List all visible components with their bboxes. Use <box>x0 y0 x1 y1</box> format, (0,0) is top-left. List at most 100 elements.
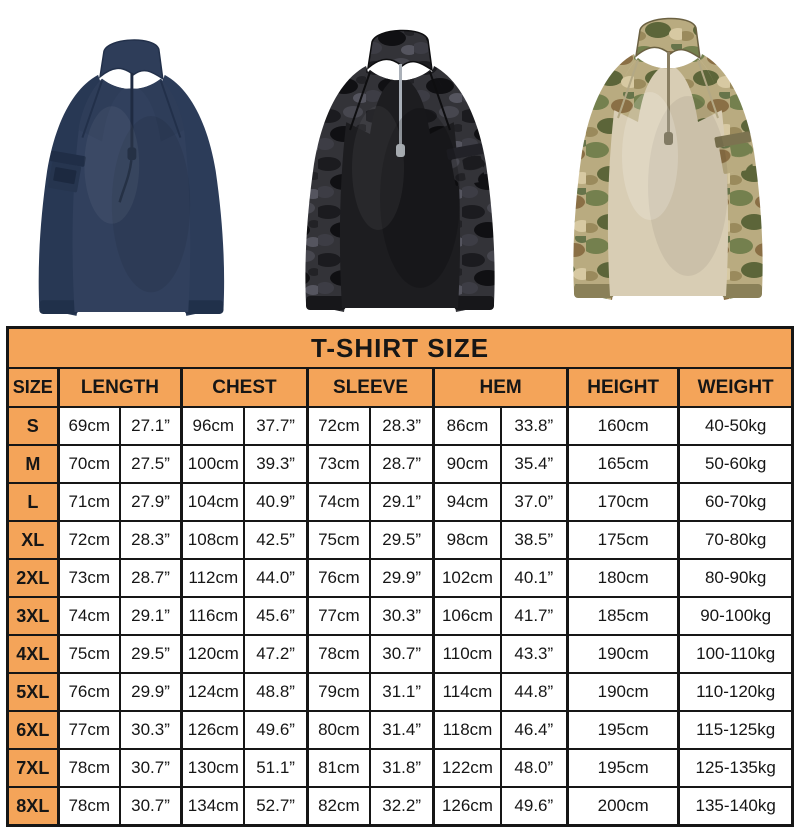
table-cell: 175cm <box>565 520 680 560</box>
table-cell: 30.7” <box>369 634 435 674</box>
col-header-chest: CHEST <box>180 367 309 408</box>
table-cell: 31.4” <box>369 710 435 750</box>
table-cell: 90-100kg <box>677 596 794 636</box>
table-cell: 40.9” <box>243 482 309 522</box>
table-cell: 29.9” <box>118 672 183 712</box>
table-cell: 37.0” <box>499 482 569 522</box>
table-cell: 114cm <box>432 672 502 712</box>
table-cell: 49.6” <box>243 710 309 750</box>
table-cell: 43.3” <box>499 634 569 674</box>
table-cell: 81cm <box>305 748 371 788</box>
col-header-size: SIZE <box>6 367 60 408</box>
table-cell: 160cm <box>565 406 680 446</box>
table-cell: 41.7” <box>499 596 569 636</box>
table-cell: 96cm <box>180 406 246 446</box>
table-cell: 100-110kg <box>677 634 794 674</box>
table-cell: 135-140kg <box>677 786 794 827</box>
navy-combat-shirt-image <box>38 39 225 316</box>
table-cell: 104cm <box>180 482 246 522</box>
table-cell: 44.8” <box>499 672 569 712</box>
table-row: M 70cm 27.5” 100cm 39.3” 73cm 28.7” 90cm 35.4” 16… <box>6 444 794 484</box>
col-header-weight: WEIGHT <box>677 367 794 408</box>
table-cell: 48.0” <box>499 748 569 788</box>
table-cell: 118cm <box>432 710 502 750</box>
table-cell: 190cm <box>565 672 680 712</box>
table-cell: 28.3” <box>118 520 183 560</box>
table-cell: 75cm <box>305 520 371 560</box>
table-row: 3XL 74cm 29.1” 116cm 45.6” 77cm 30.3” 106cm 41.7… <box>6 596 794 636</box>
table-cell: 78cm <box>305 634 371 674</box>
table-cell: 126cm <box>180 710 246 750</box>
table-row: XL 72cm 28.3” 108cm 42.5” 75cm 29.5” 98cm 38.5” 1… <box>6 520 794 560</box>
table-cell: 75cm <box>56 634 121 674</box>
table-cell: 27.1” <box>118 406 183 446</box>
table-cell: 76cm <box>305 558 371 598</box>
col-header-hem: HEM <box>432 367 569 408</box>
table-cell: 48.8” <box>243 672 309 712</box>
table-cell: 112cm <box>180 558 246 598</box>
table-cell: 79cm <box>305 672 371 712</box>
table-cell: 27.9” <box>118 482 183 522</box>
table-cell: 190cm <box>565 634 680 674</box>
table-cell: 72cm <box>56 520 121 560</box>
table-cell: 110-120kg <box>677 672 794 712</box>
table-cell: 51.1” <box>243 748 309 788</box>
size-label: 4XL <box>6 634 60 674</box>
table-row: 8XL 78cm 30.7” 134cm 52.7” 82cm 32.2” 126cm 49.6… <box>6 786 794 827</box>
table-cell: 115-125kg <box>677 710 794 750</box>
size-label: 5XL <box>6 672 60 712</box>
table-cell: 29.1” <box>118 596 183 636</box>
table-cell: 70cm <box>56 444 121 484</box>
product-photos <box>0 0 800 326</box>
size-label: 8XL <box>6 786 60 827</box>
table-row: 2XL 73cm 28.7” 112cm 44.0” 76cm 29.9” 102cm 40.1… <box>6 558 794 598</box>
table-cell: 40-50kg <box>677 406 794 446</box>
table-cell: 31.1” <box>369 672 435 712</box>
table-cell: 125-135kg <box>677 748 794 788</box>
table-cell: 69cm <box>56 406 121 446</box>
table-cell: 39.3” <box>243 444 309 484</box>
table-cell: 80cm <box>305 710 371 750</box>
table-cell: 27.5” <box>118 444 183 484</box>
table-cell: 116cm <box>180 596 246 636</box>
table-cell: 30.3” <box>369 596 435 636</box>
table-cell: 106cm <box>432 596 502 636</box>
table-cell: 77cm <box>305 596 371 636</box>
table-cell: 45.6” <box>243 596 309 636</box>
table-row: 4XL 75cm 29.5” 120cm 47.2” 78cm 30.7” 110cm 43.3… <box>6 634 794 674</box>
size-label: S <box>6 406 60 446</box>
size-label: 6XL <box>6 710 60 750</box>
size-label: 3XL <box>6 596 60 636</box>
table-cell: 100cm <box>180 444 246 484</box>
size-label: 7XL <box>6 748 60 788</box>
table-cell: 90cm <box>432 444 502 484</box>
table-header-row: SIZE LENGTH CHEST SLEEVE HEM HEIGHT WEIG… <box>6 367 794 408</box>
table-row: S 69cm 27.1” 96cm 37.7” 72cm 28.3” 86cm 33.8” 160… <box>6 406 794 446</box>
table-cell: 98cm <box>432 520 502 560</box>
table-row: L 71cm 27.9” 104cm 40.9” 74cm 29.1” 94cm 37.0” 17… <box>6 482 794 522</box>
product-photos-canvas <box>38 17 763 316</box>
table-cell: 170cm <box>565 482 680 522</box>
table-cell: 29.5” <box>118 634 183 674</box>
size-chart-section: T-SHIRT SIZE SIZE LENGTH CHEST SLEEVE HE… <box>0 326 800 827</box>
size-table-body: S 69cm 27.1” 96cm 37.7” 72cm 28.3” 86cm 33.8” 160… <box>6 406 794 827</box>
shoulder-pocket <box>48 150 86 193</box>
table-title-row: T-SHIRT SIZE <box>6 326 794 369</box>
table-title: T-SHIRT SIZE <box>6 326 794 369</box>
table-cell: 76cm <box>56 672 121 712</box>
table-row: 6XL 77cm 30.3” 126cm 49.6” 80cm 31.4” 118cm 46.4… <box>6 710 794 750</box>
table-cell: 80-90kg <box>677 558 794 598</box>
table-cell: 124cm <box>180 672 246 712</box>
table-cell: 120cm <box>180 634 246 674</box>
table-cell: 60-70kg <box>677 482 794 522</box>
size-label: M <box>6 444 60 484</box>
size-table: T-SHIRT SIZE SIZE LENGTH CHEST SLEEVE HE… <box>6 326 794 827</box>
table-cell: 29.9” <box>369 558 435 598</box>
table-cell: 28.3” <box>369 406 435 446</box>
table-cell: 71cm <box>56 482 121 522</box>
table-cell: 78cm <box>56 748 121 788</box>
table-cell: 130cm <box>180 748 246 788</box>
shoulder-pocket <box>714 131 753 174</box>
table-cell: 122cm <box>432 748 502 788</box>
table-cell: 108cm <box>180 520 246 560</box>
